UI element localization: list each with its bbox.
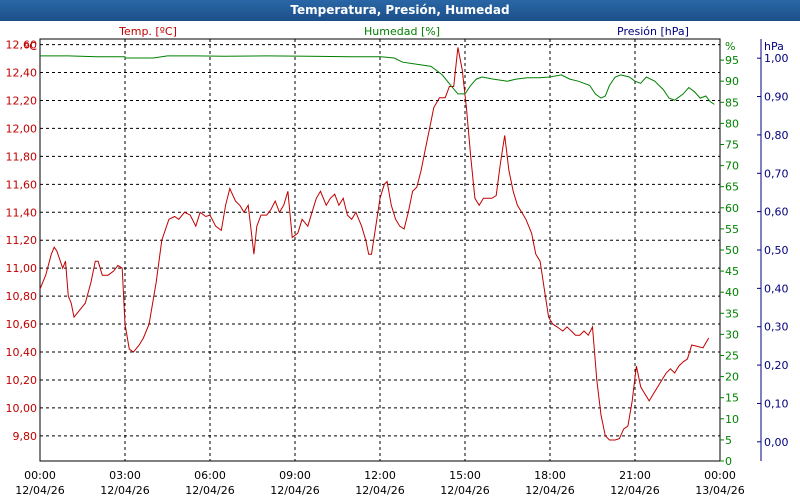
pressure-tick-label: 0,30 [764,321,789,334]
humidity-tick-label: 60 [725,202,739,215]
temp-tick-label: 11,20 [6,234,38,247]
temp-tick-label: 12,60 [6,39,38,52]
x-tick-time: 21:00 [619,469,651,482]
temp-tick-label: 10,80 [6,290,38,303]
temp-tick-label: 10,40 [6,346,38,359]
temp-tick-label: 10,60 [6,318,38,331]
x-tick-time: 09:00 [279,469,311,482]
temp-tick-label: 11,00 [6,262,38,275]
x-tick-date: 12/04/26 [100,484,149,497]
humidity-tick-label: 10 [725,413,739,426]
temp-unit: ºC [24,40,37,53]
x-tick-time: 03:00 [109,469,141,482]
x-tick-date: 12/04/26 [525,484,574,497]
x-tick-date: 12/04/26 [270,484,319,497]
humidity-tick-label: 85 [725,96,739,109]
temp-axis-label: Temp. [ºC] [118,25,177,38]
humidity-tick-label: 20 [725,371,739,384]
humidity-series-line [40,55,715,105]
temp-tick-label: 12,20 [6,94,38,107]
temperature-series-line [39,47,710,441]
humidity-tick-label: 50 [725,244,739,257]
pressure-tick-label: 0,20 [764,359,789,372]
x-tick-time: 06:00 [194,469,226,482]
humidity-tick-label: 40 [725,286,739,299]
x-tick-date: 12/04/26 [440,484,489,497]
humidity-tick-label: 45 [725,265,739,278]
temp-tick-label: 9,80 [13,430,38,443]
humidity-tick-label: 70 [725,160,739,173]
x-tick-date: 12/04/26 [185,484,234,497]
x-tick-date: 12/04/26 [610,484,659,497]
humidity-tick-label: 5 [725,434,732,447]
x-tick-date: 13/04/26 [695,484,744,497]
humidity-tick-label: 80 [725,117,739,130]
series-layer [39,47,715,441]
x-tick-time: 15:00 [449,469,481,482]
humidity-unit: % [725,40,735,53]
temp-tick-label: 11,40 [6,206,38,219]
temp-tick-label: 11,60 [6,178,38,191]
temp-tick-label: 12,00 [6,122,38,135]
x-tick-time: 18:00 [534,469,566,482]
grid-lines [40,39,720,461]
x-tick-time: 12:00 [364,469,396,482]
humidity-tick-label: 75 [725,139,739,152]
humidity-tick-label: 90 [725,75,739,88]
humidity-tick-label: 15 [725,392,739,405]
pressure-tick-label: 0,80 [764,129,789,142]
x-tick-time: 00:00 [24,469,56,482]
humidity-tick-label: 25 [725,350,739,363]
x-tick-date: 12/04/26 [355,484,404,497]
humidity-tick-label: 65 [725,181,739,194]
pressure-tick-label: 0,70 [764,167,789,180]
humidity-tick-label: 95 [725,54,739,67]
temp-tick-label: 12,40 [6,67,38,80]
pressure-tick-label: 0,60 [764,206,789,219]
humidity-tick-label: 55 [725,223,739,236]
axis-ticks: 00:00 12/04/26 03:00 12/04/26 06:00 12/04/26 0… [6,39,789,497]
humidity-axis-label: Humedad [%] [364,25,440,38]
pressure-tick-label: 0,10 [764,397,789,410]
pressure-tick-label: 1,00 [764,52,789,65]
pressure-tick-label: 0,00 [764,436,789,449]
pressure-axis-label: Presión [hPa] [617,25,689,38]
pressure-tick-label: 0,50 [764,244,789,257]
temp-tick-label: 10,00 [6,402,38,415]
pressure-unit: hPa [764,40,784,53]
humidity-tick-label: 0 [725,455,732,468]
temp-tick-label: 10,20 [6,374,38,387]
temp-tick-label: 11,80 [6,150,38,163]
humidity-tick-label: 30 [725,328,739,341]
x-tick-time: 00:00 [704,469,736,482]
pressure-tick-label: 0,40 [764,282,789,295]
pressure-tick-label: 0,90 [764,91,789,104]
humidity-tick-label: 35 [725,307,739,320]
x-tick-date: 12/04/26 [15,484,64,497]
window-title: Temperatura, Presión, Humedad [0,0,800,21]
